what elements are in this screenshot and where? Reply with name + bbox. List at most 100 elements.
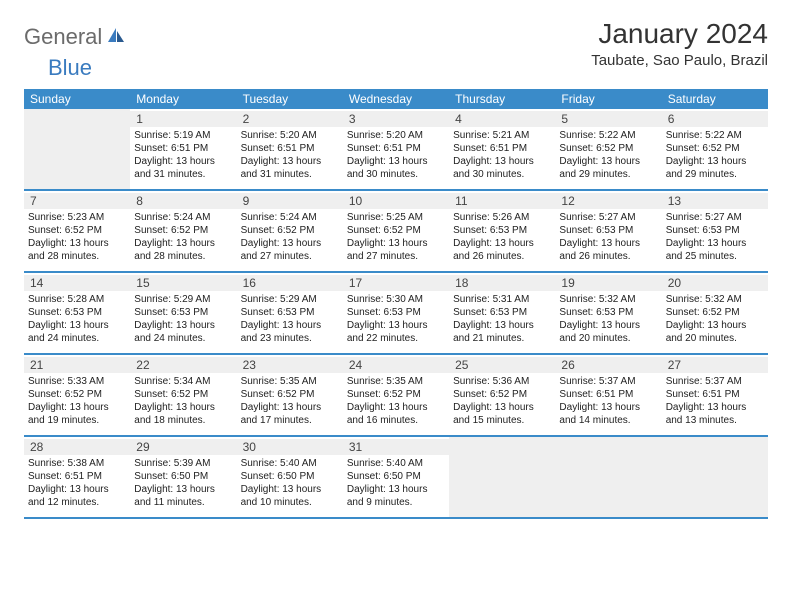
sunrise-text: Sunrise: 5:25 AM xyxy=(347,211,445,224)
logo-text-gray: General xyxy=(24,24,102,50)
day-number-row: 9 xyxy=(237,193,343,209)
location-text: Taubate, Sao Paulo, Brazil xyxy=(591,52,768,69)
daylight-text: Daylight: 13 hours xyxy=(28,483,126,496)
day-data: Sunrise: 5:21 AMSunset: 6:51 PMDaylight:… xyxy=(453,129,551,181)
sunrise-text: Sunrise: 5:30 AM xyxy=(347,293,445,306)
sunset-text: Sunset: 6:51 PM xyxy=(241,142,339,155)
day-data: Sunrise: 5:24 AMSunset: 6:52 PMDaylight:… xyxy=(241,211,339,263)
daylight-text: Daylight: 13 hours xyxy=(453,237,551,250)
day-number-row: 25 xyxy=(449,357,555,373)
sunrise-text: Sunrise: 5:40 AM xyxy=(241,457,339,470)
daylight-text: Daylight: 13 hours xyxy=(241,483,339,496)
sunset-text: Sunset: 6:52 PM xyxy=(241,224,339,237)
day-number-row: 15 xyxy=(130,275,236,291)
day-number: 19 xyxy=(557,276,574,290)
day-cell: 15Sunrise: 5:29 AMSunset: 6:53 PMDayligh… xyxy=(130,273,236,353)
sunset-text: Sunset: 6:52 PM xyxy=(28,224,126,237)
day-number-row: 10 xyxy=(343,193,449,209)
sunset-text: Sunset: 6:51 PM xyxy=(453,142,551,155)
sunrise-text: Sunrise: 5:32 AM xyxy=(666,293,764,306)
sunrise-text: Sunrise: 5:34 AM xyxy=(134,375,232,388)
daylight-text: and 30 minutes. xyxy=(453,168,551,181)
day-cell: 11Sunrise: 5:26 AMSunset: 6:53 PMDayligh… xyxy=(449,191,555,271)
day-data: Sunrise: 5:34 AMSunset: 6:52 PMDaylight:… xyxy=(134,375,232,427)
daylight-text: and 16 minutes. xyxy=(347,414,445,427)
daylight-text: and 11 minutes. xyxy=(134,496,232,509)
daylight-text: and 21 minutes. xyxy=(453,332,551,345)
daylight-text: and 13 minutes. xyxy=(666,414,764,427)
sunset-text: Sunset: 6:51 PM xyxy=(666,388,764,401)
day-cell: 13Sunrise: 5:27 AMSunset: 6:53 PMDayligh… xyxy=(662,191,768,271)
day-header: Wednesday xyxy=(343,89,449,109)
day-number: 22 xyxy=(132,358,149,372)
day-cell xyxy=(662,437,768,517)
day-data: Sunrise: 5:23 AMSunset: 6:52 PMDaylight:… xyxy=(28,211,126,263)
week-row: 21 Sunrise: 5:33 AMSunset: 6:52 PMDayligh… xyxy=(24,355,768,437)
day-cell: 27Sunrise: 5:37 AMSunset: 6:51 PMDayligh… xyxy=(662,355,768,435)
daylight-text: Daylight: 13 hours xyxy=(347,483,445,496)
day-cell: 25Sunrise: 5:36 AMSunset: 6:52 PMDayligh… xyxy=(449,355,555,435)
day-number: 15 xyxy=(132,276,149,290)
daylight-text: Daylight: 13 hours xyxy=(453,401,551,414)
day-cell: 5Sunrise: 5:22 AMSunset: 6:52 PMDaylight… xyxy=(555,109,661,189)
sunrise-text: Sunrise: 5:22 AM xyxy=(666,129,764,142)
day-cell xyxy=(24,109,130,189)
week-row: 14Sunrise: 5:28 AMSunset: 6:53 PMDayligh… xyxy=(24,273,768,355)
daylight-text: Daylight: 13 hours xyxy=(453,319,551,332)
sunset-text: Sunset: 6:52 PM xyxy=(241,388,339,401)
day-number: 1 xyxy=(132,112,143,126)
calendar-page: General January 2024 Taubate, Sao Paulo,… xyxy=(0,0,792,537)
sunrise-text: Sunrise: 5:22 AM xyxy=(559,129,657,142)
day-number-row: 17 xyxy=(343,275,449,291)
daylight-text: and 31 minutes. xyxy=(134,168,232,181)
daylight-text: Daylight: 13 hours xyxy=(134,237,232,250)
day-data: Sunrise: 5:38 AMSunset: 6:51 PMDaylight:… xyxy=(28,457,126,509)
daylight-text: Daylight: 13 hours xyxy=(134,401,232,414)
day-cell: 16Sunrise: 5:29 AMSunset: 6:53 PMDayligh… xyxy=(237,273,343,353)
day-data: Sunrise: 5:27 AMSunset: 6:53 PMDaylight:… xyxy=(559,211,657,263)
sunset-text: Sunset: 6:53 PM xyxy=(347,306,445,319)
sunset-text: Sunset: 6:51 PM xyxy=(347,142,445,155)
day-number: 26 xyxy=(557,358,574,372)
day-number-row: 30 xyxy=(237,439,343,455)
day-cell: 17Sunrise: 5:30 AMSunset: 6:53 PMDayligh… xyxy=(343,273,449,353)
sunrise-text: Sunrise: 5:36 AM xyxy=(453,375,551,388)
day-data: Sunrise: 5:32 AMSunset: 6:53 PMDaylight:… xyxy=(559,293,657,345)
day-number: 28 xyxy=(26,440,43,454)
day-number-row: 21 xyxy=(24,357,130,373)
day-cell: 4Sunrise: 5:21 AMSunset: 6:51 PMDaylight… xyxy=(449,109,555,189)
sunrise-text: Sunrise: 5:20 AM xyxy=(241,129,339,142)
day-data: Sunrise: 5:26 AMSunset: 6:53 PMDaylight:… xyxy=(453,211,551,263)
day-data: Sunrise: 5:35 AMSunset: 6:52 PMDaylight:… xyxy=(347,375,445,427)
daylight-text: Daylight: 13 hours xyxy=(28,401,126,414)
daylight-text: Daylight: 13 hours xyxy=(134,483,232,496)
daylight-text: and 20 minutes. xyxy=(559,332,657,345)
daylight-text: and 15 minutes. xyxy=(453,414,551,427)
day-number-row: 29 xyxy=(130,439,236,455)
daylight-text: Daylight: 13 hours xyxy=(241,237,339,250)
day-cell: 18Sunrise: 5:31 AMSunset: 6:53 PMDayligh… xyxy=(449,273,555,353)
day-data: Sunrise: 5:33 AMSunset: 6:52 PMDaylight:… xyxy=(28,375,126,427)
sunrise-text: Sunrise: 5:19 AM xyxy=(134,129,232,142)
sunrise-text: Sunrise: 5:24 AM xyxy=(241,211,339,224)
sunset-text: Sunset: 6:52 PM xyxy=(666,306,764,319)
title-block: January 2024 Taubate, Sao Paulo, Brazil xyxy=(591,18,768,69)
daylight-text: and 12 minutes. xyxy=(28,496,126,509)
day-number-row: 2 xyxy=(237,111,343,127)
daylight-text: Daylight: 13 hours xyxy=(28,319,126,332)
day-data: Sunrise: 5:27 AMSunset: 6:53 PMDaylight:… xyxy=(666,211,764,263)
day-cell: 22 Sunrise: 5:34 AMSunset: 6:52 PMDayligh… xyxy=(130,355,236,435)
day-number: 12 xyxy=(557,194,574,208)
sunset-text: Sunset: 6:52 PM xyxy=(28,388,126,401)
daylight-text: Daylight: 13 hours xyxy=(559,155,657,168)
daylight-text: Daylight: 13 hours xyxy=(241,155,339,168)
day-number: 14 xyxy=(26,276,43,290)
day-number-row: 12 xyxy=(555,193,661,209)
day-cell: 19 Sunrise: 5:32 AMSunset: 6:53 PMDayligh… xyxy=(555,273,661,353)
sunset-text: Sunset: 6:52 PM xyxy=(134,388,232,401)
sunrise-text: Sunrise: 5:27 AM xyxy=(559,211,657,224)
daylight-text: Daylight: 13 hours xyxy=(241,319,339,332)
day-cell: 30Sunrise: 5:40 AMSunset: 6:50 PMDayligh… xyxy=(237,437,343,517)
day-cell: 10Sunrise: 5:25 AMSunset: 6:52 PMDayligh… xyxy=(343,191,449,271)
daylight-text: Daylight: 13 hours xyxy=(134,319,232,332)
